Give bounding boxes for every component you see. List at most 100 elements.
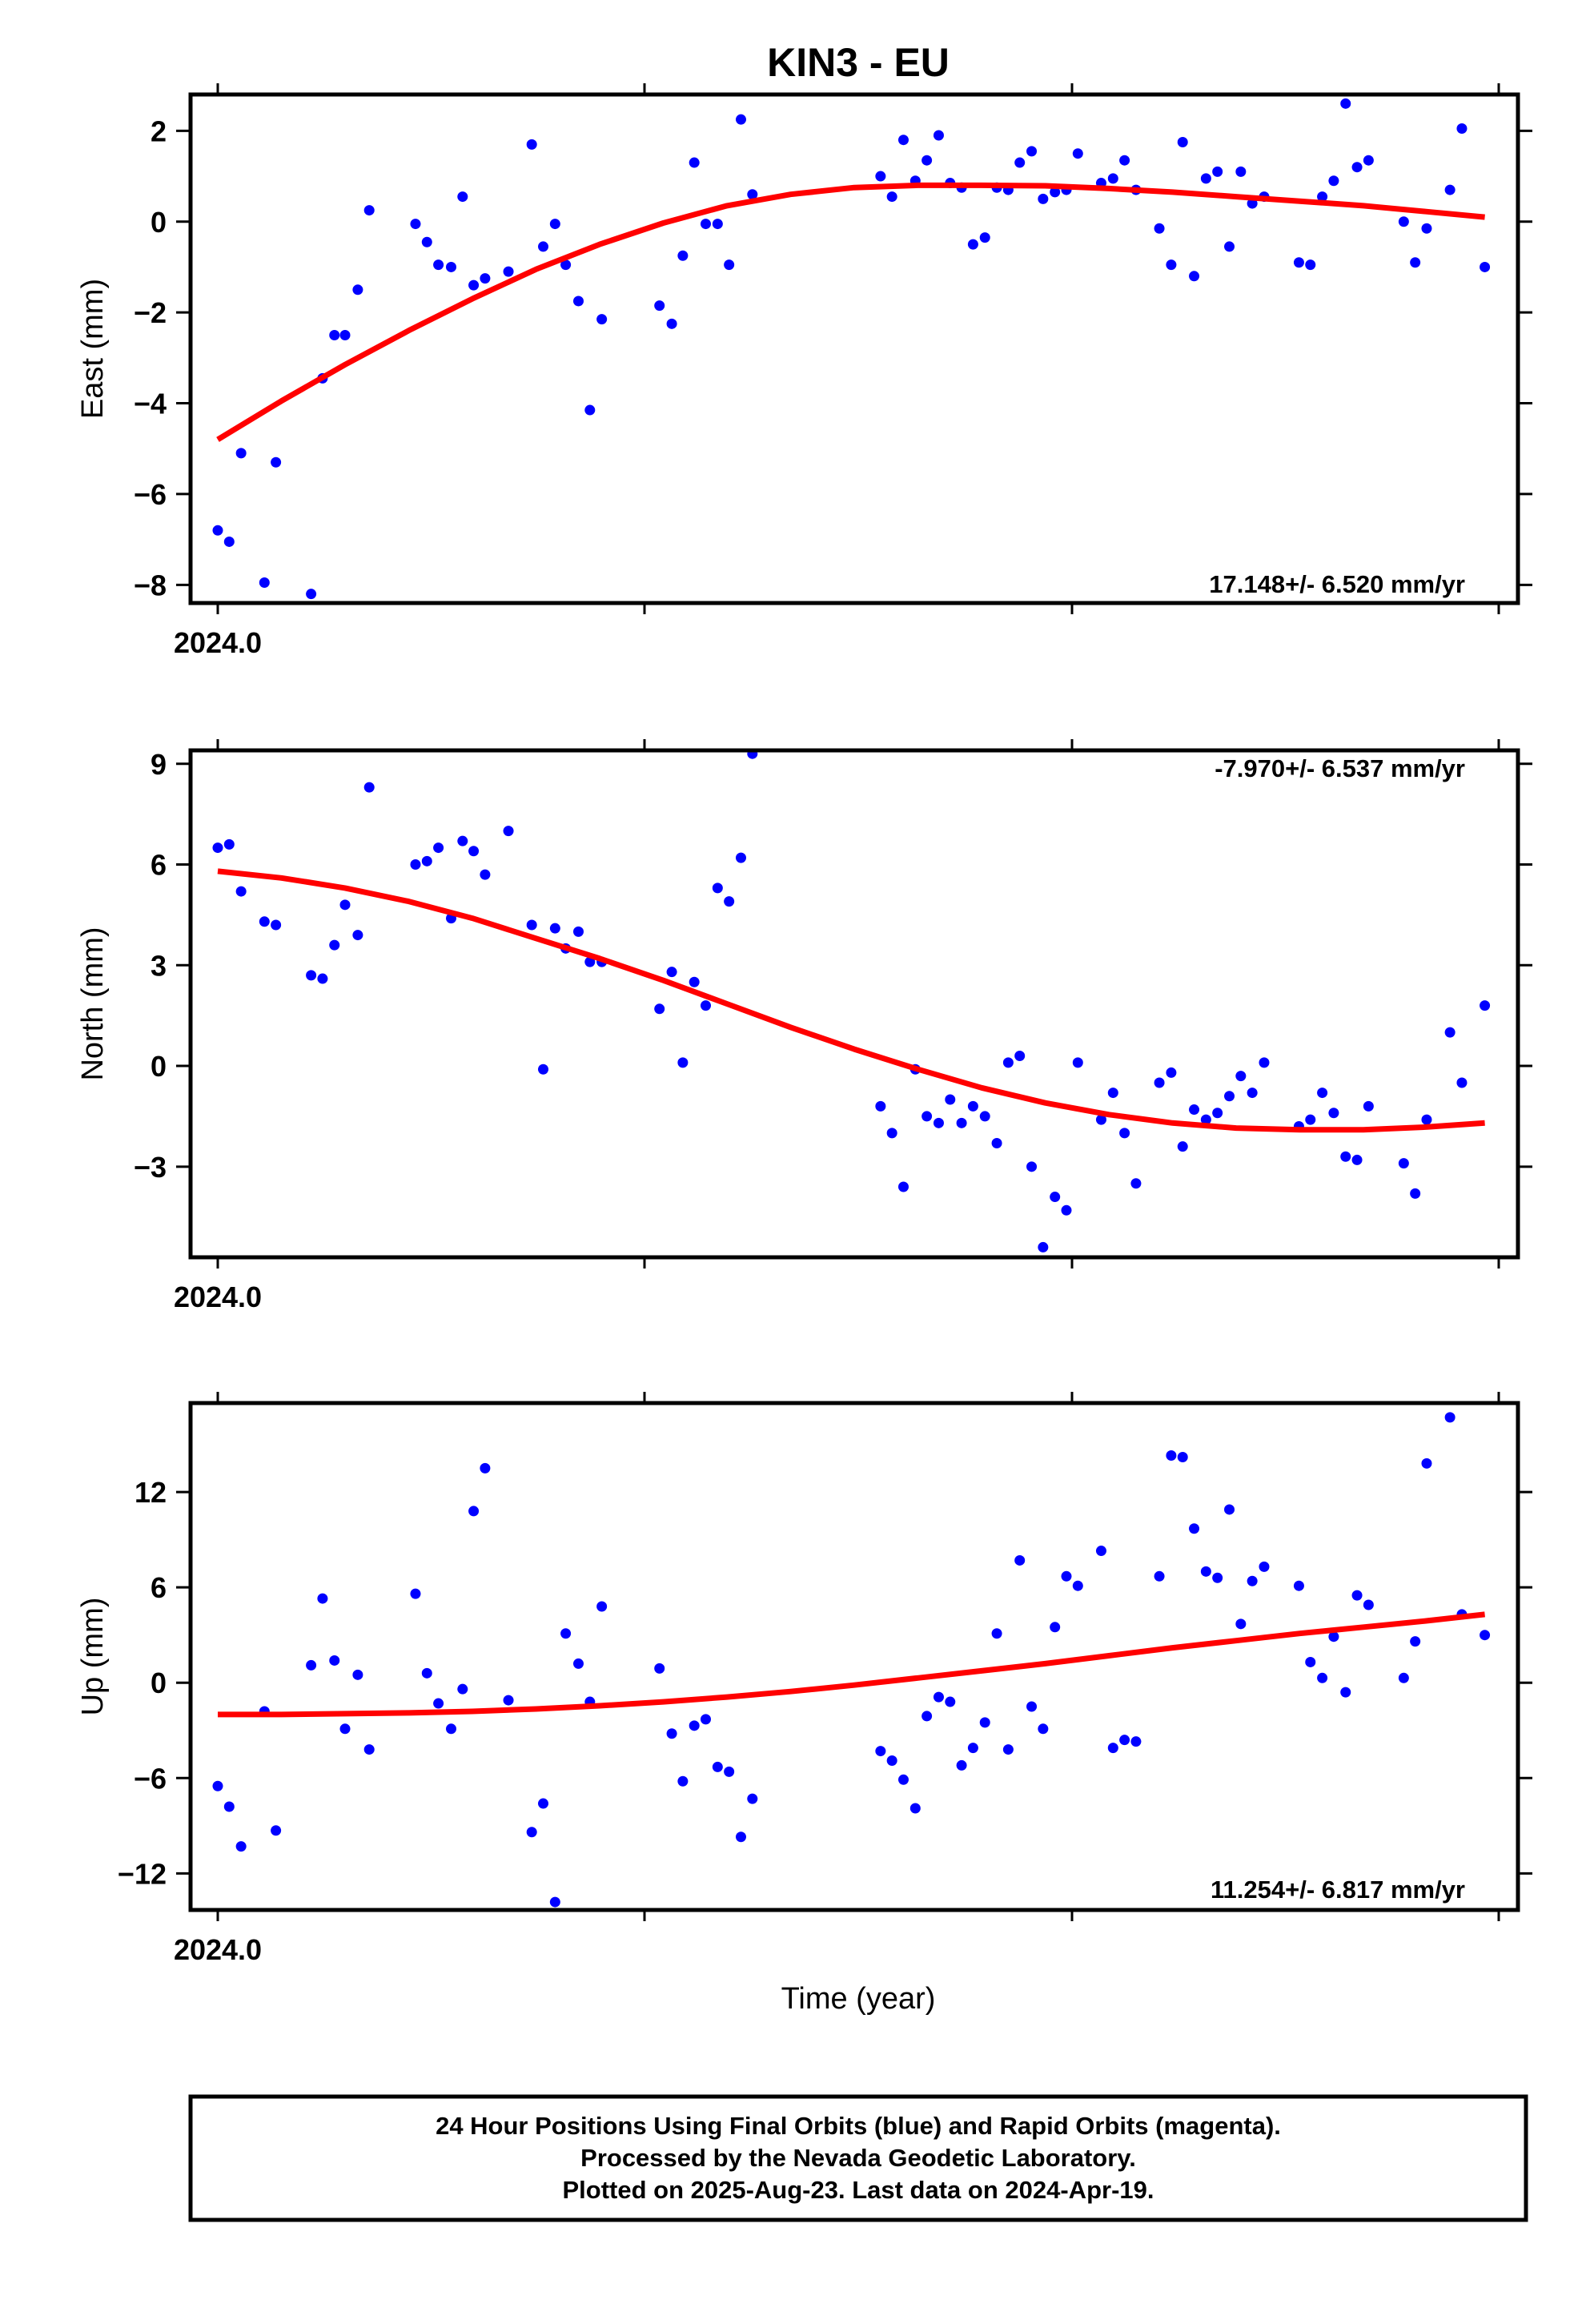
data-point	[1166, 1449, 1177, 1461]
x-tick-label: 2024.0	[174, 626, 262, 659]
data-point	[1095, 1114, 1106, 1125]
data-point	[956, 1759, 967, 1771]
data-point	[410, 859, 421, 870]
y-axis-title: East (mm)	[76, 279, 110, 419]
data-point	[1317, 1672, 1328, 1683]
data-point	[991, 1137, 1002, 1148]
data-point	[468, 279, 480, 291]
data-point	[480, 273, 491, 284]
data-point	[573, 1658, 584, 1669]
y-tick-label: 0	[151, 1667, 167, 1699]
data-point	[1050, 1192, 1061, 1203]
data-point	[897, 1181, 909, 1192]
data-point	[538, 1798, 549, 1809]
panel-1: 2024.0 2 0 −2 −4 −6 −8 East (mm) 17.148+/- 6.520…	[76, 83, 1532, 659]
data-point	[1107, 1088, 1118, 1099]
data-point	[1247, 1575, 1258, 1586]
data-point	[1421, 1458, 1432, 1469]
data-point	[1166, 259, 1177, 271]
data-points	[212, 98, 1491, 600]
x-axis-title: Time (year)	[781, 1982, 936, 2016]
data-point	[1050, 1622, 1061, 1633]
fit-curve	[217, 868, 1485, 1133]
data-point	[526, 1827, 537, 1838]
data-point	[712, 883, 723, 894]
data-point	[1166, 1067, 1177, 1078]
data-point	[1224, 1504, 1235, 1515]
data-point	[875, 1100, 886, 1112]
plot-frame	[188, 1401, 1520, 1912]
data-point	[1130, 1178, 1142, 1189]
y-tick-label: −4	[134, 388, 167, 420]
data-point	[457, 835, 468, 846]
data-point	[480, 869, 491, 880]
data-point	[1444, 1412, 1456, 1423]
data-point	[1014, 157, 1026, 168]
fit-curve	[216, 182, 1485, 442]
data-point	[654, 1663, 665, 1674]
data-point	[596, 314, 608, 325]
data-point	[1189, 1523, 1200, 1534]
data-point	[468, 1506, 480, 1517]
data-point	[1480, 1000, 1491, 1011]
data-point	[1363, 1599, 1374, 1610]
y-tick-label: −3	[134, 1151, 167, 1184]
data-point	[1119, 155, 1130, 166]
data-point	[235, 1841, 247, 1852]
data-point	[724, 1766, 735, 1777]
y-tick-label: 9	[151, 748, 167, 781]
data-point	[212, 525, 223, 536]
data-point	[1247, 1088, 1258, 1099]
data-point	[1351, 1154, 1363, 1165]
data-point	[735, 114, 746, 125]
data-point	[1200, 173, 1211, 184]
rate-label: -7.970+/- 6.537 mm/yr	[1215, 754, 1465, 782]
data-point	[329, 329, 340, 340]
data-point	[1235, 166, 1247, 177]
data-point	[712, 1761, 723, 1772]
data-point	[1038, 1241, 1049, 1252]
data-point	[1014, 1554, 1026, 1566]
data-point	[1444, 184, 1456, 195]
data-point	[584, 956, 596, 967]
data-point	[549, 219, 560, 230]
data-point	[1410, 257, 1421, 268]
data-point	[747, 1793, 758, 1804]
data-point	[223, 536, 235, 547]
y-tick-label: 6	[151, 849, 167, 882]
data-point	[1317, 1088, 1328, 1099]
data-point	[1340, 1687, 1351, 1698]
data-point	[747, 750, 758, 759]
data-point	[526, 139, 537, 150]
data-point	[1212, 166, 1223, 177]
data-point	[1050, 187, 1061, 198]
data-point	[1200, 1114, 1211, 1125]
data-point	[1363, 1100, 1374, 1112]
data-point	[921, 1111, 933, 1122]
data-point	[967, 239, 978, 250]
data-point	[991, 1628, 1002, 1639]
data-point	[897, 1774, 909, 1785]
data-point	[480, 1462, 491, 1474]
data-point	[363, 782, 375, 793]
data-point	[666, 318, 677, 329]
data-point	[1072, 148, 1083, 159]
data-point	[666, 967, 677, 978]
footer-box: 24 Hour Positions Using Final Orbits (bl…	[188, 2094, 1528, 2222]
data-point	[1200, 1566, 1211, 1577]
data-point	[886, 1755, 897, 1766]
data-point	[1224, 241, 1235, 252]
fit-curve	[218, 1611, 1485, 1718]
y-tick-label: −6	[134, 1762, 167, 1795]
data-point	[1480, 261, 1491, 272]
data-point	[573, 926, 584, 937]
data-point	[1421, 1114, 1432, 1125]
rate-label: 11.254+/- 6.817 mm/yr	[1211, 1876, 1465, 1904]
data-point	[712, 219, 723, 230]
data-point	[1026, 1161, 1038, 1172]
data-point	[446, 261, 456, 272]
data-point	[526, 919, 537, 931]
data-point	[339, 899, 351, 911]
y-tick-label: 6	[151, 1571, 167, 1604]
